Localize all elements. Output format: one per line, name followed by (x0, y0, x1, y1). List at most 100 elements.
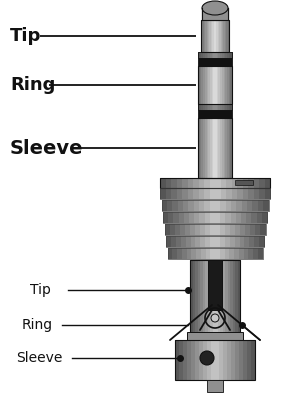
Bar (224, 248, 230, 259)
Bar (215, 224, 220, 235)
Bar (218, 66, 220, 104)
Bar (210, 236, 215, 247)
Bar (253, 248, 258, 259)
Bar (242, 178, 248, 188)
Bar (188, 200, 194, 211)
Bar (206, 104, 209, 110)
Bar (227, 260, 230, 335)
Bar (178, 200, 183, 211)
Bar (215, 178, 221, 188)
Bar (229, 248, 235, 259)
Bar (160, 188, 166, 199)
Bar (205, 104, 207, 110)
Text: Ring: Ring (22, 318, 53, 332)
Circle shape (200, 351, 214, 365)
Bar (224, 66, 226, 104)
Bar (227, 118, 229, 178)
Bar (204, 200, 210, 211)
Bar (230, 260, 233, 335)
Bar (200, 118, 202, 178)
Bar (223, 260, 226, 335)
Bar (242, 188, 248, 199)
Bar (204, 188, 210, 199)
Bar (259, 188, 265, 199)
Bar (225, 212, 231, 223)
Bar (203, 66, 205, 104)
Bar (161, 200, 167, 211)
Bar (198, 52, 232, 58)
Bar (243, 340, 248, 380)
Bar (212, 118, 214, 178)
Bar (251, 212, 257, 223)
Bar (188, 178, 194, 188)
Bar (163, 212, 267, 223)
Bar (215, 248, 220, 259)
Bar (199, 340, 203, 380)
Bar (224, 20, 225, 52)
Bar (210, 52, 212, 58)
Bar (205, 236, 211, 247)
Bar (210, 212, 215, 223)
Bar (198, 110, 232, 118)
Bar (199, 188, 205, 199)
Bar (230, 224, 236, 235)
Bar (220, 260, 223, 335)
Bar (225, 224, 231, 235)
Bar (213, 52, 215, 58)
Bar (215, 236, 220, 247)
Bar (215, 340, 220, 380)
Bar (208, 104, 210, 110)
Bar (244, 248, 249, 259)
Bar (193, 178, 199, 188)
Bar (210, 260, 213, 335)
Bar (173, 212, 179, 223)
Bar (176, 236, 181, 247)
Bar (195, 236, 201, 247)
Bar (229, 52, 231, 58)
Bar (190, 236, 196, 247)
Bar (203, 52, 205, 58)
Bar (229, 118, 231, 178)
Bar (188, 188, 194, 199)
Bar (224, 52, 226, 58)
Bar (222, 20, 224, 52)
Bar (182, 188, 188, 199)
Bar (235, 236, 240, 247)
Bar (265, 178, 271, 188)
Bar (166, 178, 172, 188)
Bar (222, 118, 224, 178)
Bar (220, 212, 226, 223)
Bar (232, 178, 238, 188)
Bar (248, 188, 254, 199)
Bar (225, 104, 227, 110)
Bar (220, 248, 225, 259)
Bar (230, 236, 235, 247)
Bar (230, 52, 232, 58)
Bar (226, 178, 232, 188)
Bar (231, 212, 236, 223)
Bar (200, 260, 203, 335)
Bar (212, 260, 215, 335)
Bar (199, 178, 205, 188)
Bar (166, 236, 171, 247)
Bar (207, 380, 223, 392)
Bar (171, 188, 177, 199)
Bar (218, 118, 220, 178)
Bar (203, 104, 205, 110)
Bar (210, 66, 212, 104)
Bar (191, 340, 196, 380)
Bar (209, 20, 211, 52)
Bar (195, 340, 200, 380)
Bar (167, 248, 262, 259)
Bar (215, 260, 218, 335)
Bar (207, 340, 211, 380)
Bar (198, 58, 232, 66)
Bar (214, 20, 215, 52)
Bar (219, 340, 224, 380)
Bar (226, 20, 228, 52)
Bar (194, 200, 200, 211)
Bar (220, 188, 226, 199)
Bar (176, 188, 182, 199)
Bar (190, 224, 195, 235)
Bar (189, 212, 195, 223)
